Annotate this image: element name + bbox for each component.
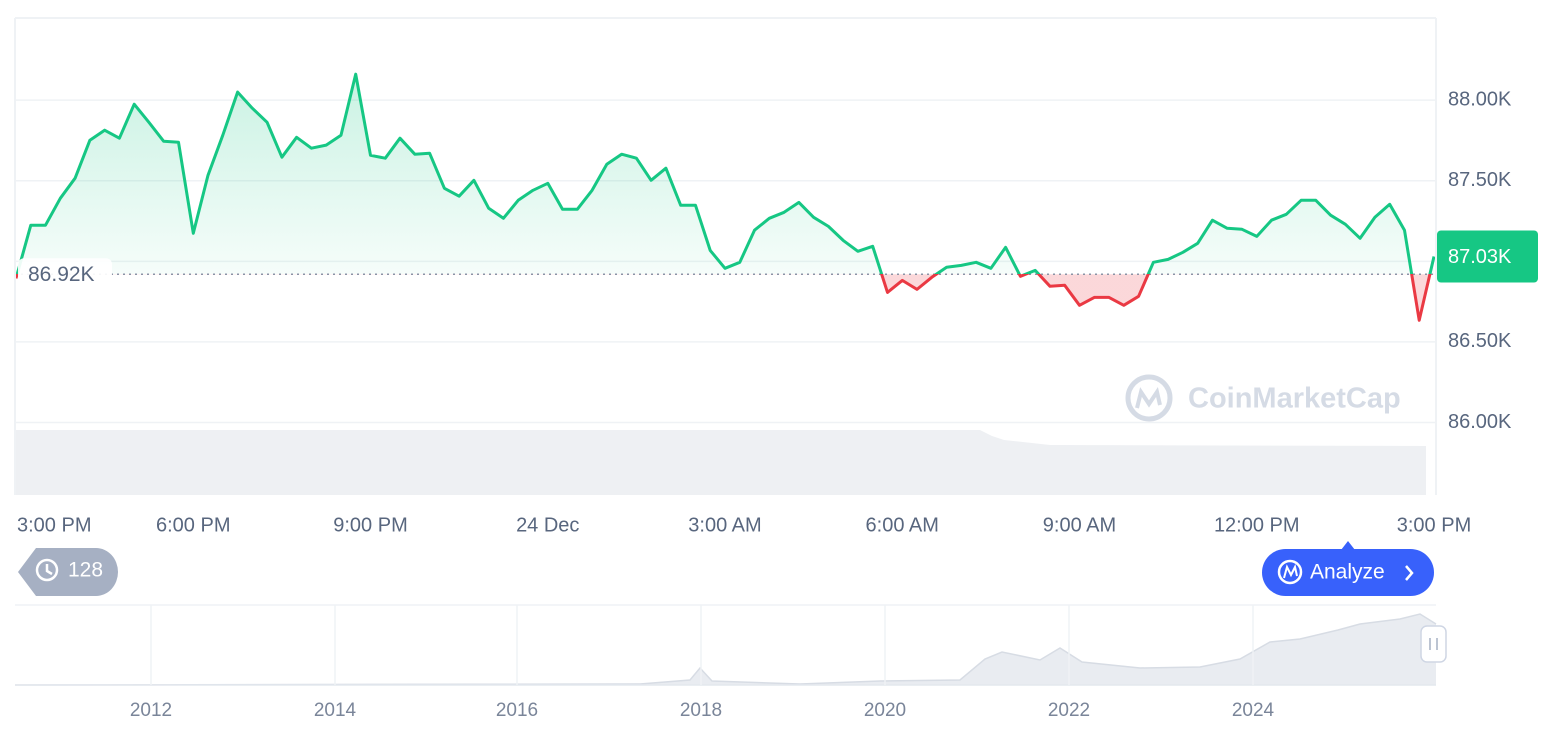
analyze-icon bbox=[1277, 559, 1303, 585]
navigator-handle[interactable] bbox=[1420, 625, 1447, 663]
watermark: CoinMarketCap bbox=[1125, 374, 1401, 422]
history-icon-hands bbox=[45, 564, 53, 576]
navigator-label: 2022 bbox=[1048, 700, 1090, 721]
navigator-label: 2012 bbox=[130, 700, 172, 721]
x-tick-label: 24 Dec bbox=[516, 514, 579, 536]
analyze-label[interactable]: Analyze bbox=[1310, 561, 1385, 584]
x-tick-label: 9:00 AM bbox=[1043, 514, 1116, 536]
volume-backdrop bbox=[15, 430, 1426, 495]
y-tick-label: 86.50K bbox=[1448, 330, 1512, 352]
analyze-pointer bbox=[1341, 541, 1355, 550]
y-tick-label: 88.00K bbox=[1448, 88, 1512, 110]
price-line bbox=[14, 72, 1436, 322]
analyze-chevron bbox=[1405, 565, 1414, 581]
watermark-logo bbox=[1125, 374, 1173, 422]
x-tick-label: 3:00 PM bbox=[1397, 514, 1471, 536]
y-tick-label: 86.00K bbox=[1448, 411, 1512, 433]
price-area bbox=[16, 74, 1434, 321]
current-price-label: 87.03K bbox=[1448, 246, 1512, 268]
baseline-label-bg bbox=[18, 258, 112, 291]
analyze-button-bg[interactable] bbox=[1262, 549, 1434, 596]
navigator: 2012 2014 2016 2018 2020 2022 2024 bbox=[14, 604, 1447, 721]
history-badge[interactable]: 128 bbox=[18, 548, 118, 596]
analyze-icon-mark bbox=[1283, 564, 1298, 579]
history-icon bbox=[35, 558, 59, 582]
x-tick-label: 3:00 AM bbox=[688, 514, 761, 536]
x-tick-label: 3:00 PM bbox=[17, 514, 91, 536]
analyze-button[interactable]: Analyze bbox=[1262, 541, 1434, 596]
watermark-text: CoinMarketCap bbox=[1188, 383, 1401, 415]
series bbox=[14, 72, 1436, 322]
navigator-line bbox=[14, 613, 1437, 686]
navigator-label: 2016 bbox=[496, 700, 538, 721]
navigator-label: 2020 bbox=[864, 700, 906, 721]
watermark-logo-mark bbox=[1135, 387, 1162, 409]
x-tick-label: 6:00 PM bbox=[156, 514, 230, 536]
x-tick-label: 9:00 PM bbox=[333, 514, 407, 536]
x-tick-label: 6:00 AM bbox=[866, 514, 939, 536]
navigator-label: 2018 bbox=[680, 700, 722, 721]
navigator-area bbox=[15, 614, 1436, 685]
current-price-badge bbox=[1437, 230, 1538, 283]
history-count: 128 bbox=[68, 559, 103, 582]
x-tick-label: 12:00 PM bbox=[1214, 514, 1300, 536]
y-tick-label: 87.50K bbox=[1448, 169, 1512, 191]
navigator-label: 2024 bbox=[1232, 700, 1275, 721]
baseline-label: 86.92K bbox=[28, 263, 95, 286]
navigator-label: 2014 bbox=[314, 700, 357, 721]
